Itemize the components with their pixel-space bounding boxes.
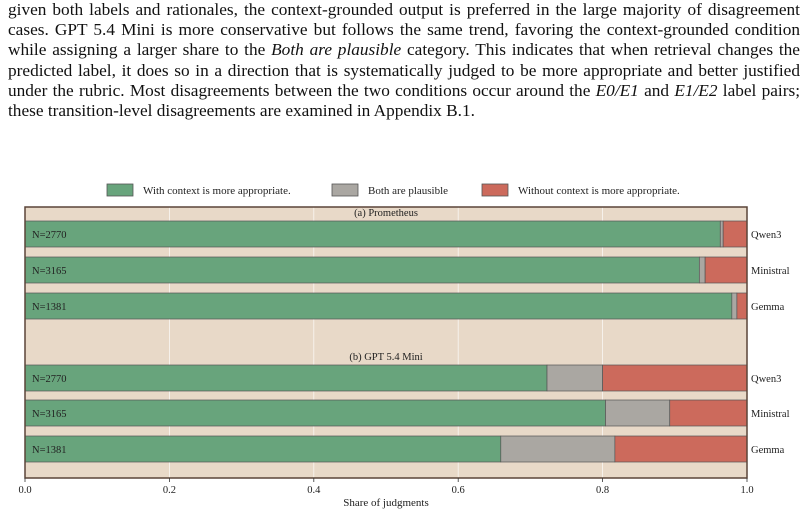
bar-segment-without-context (614, 435, 748, 463)
legend-without-context-label: Without context is more appropriate. (518, 185, 680, 197)
label-pair-2: E1/E2 (674, 80, 718, 100)
bar-segment-with-context (24, 399, 606, 427)
bar-segment-both-plausible (719, 220, 724, 248)
bar-model-label: Ministral (751, 409, 790, 420)
x-tick-label: 0.8 (596, 485, 609, 496)
paragraph-text-4: label pairs; these transition-level disa… (8, 80, 801, 121)
bar-n-label: N=1381 (32, 445, 67, 456)
body-paragraph: given both labels and rationales, the co… (8, 0, 800, 121)
x-tick-label: 1.0 (740, 485, 753, 496)
panel-title: (b) GPT 5.4 Mini (349, 352, 422, 363)
bar-segment-without-context (722, 220, 748, 248)
bar-segment-with-context (24, 435, 502, 463)
plot-panel-frame (24, 206, 748, 479)
x-tick-label: 0.6 (452, 485, 465, 496)
paragraph-text-2: category. This indicates that when retri… (8, 40, 800, 100)
legend-with-context-label: With context is more appropriate. (143, 185, 291, 197)
bar-segment-without-context (602, 364, 748, 392)
x-tick-label: 0.2 (163, 485, 176, 496)
panel-title: (a) Prometheus (354, 208, 418, 219)
bar-n-label: N=2770 (32, 374, 67, 385)
bar-segment-without-context (704, 256, 748, 284)
bar-segment-with-context (24, 220, 721, 248)
legend-both-plausible-swatch (331, 183, 359, 197)
stacked-bar-figure: With context is more appropriate. Both ar… (18, 183, 790, 509)
bar-n-label: N=3165 (32, 266, 67, 277)
x-tick-label: 0.4 (307, 485, 321, 496)
bar-segment-both-plausible (605, 399, 671, 427)
bar-segment-both-plausible (500, 435, 616, 463)
bar-segment-with-context (24, 256, 700, 284)
bar-model-label: Gemma (751, 445, 785, 456)
bar-model-label: Qwen3 (751, 374, 781, 385)
bar-segment-without-context (669, 399, 748, 427)
bar-model-label: Ministral (751, 266, 790, 277)
bar-segment-both-plausible (698, 256, 706, 284)
paragraph-emphasis: Both are plausible (271, 40, 402, 60)
paragraph-text-1: given both labels and rationales, the co… (8, 0, 800, 60)
bar-segment-without-context (736, 292, 748, 320)
paragraph-text-3: and (638, 80, 675, 100)
legend-without-context-swatch (481, 183, 509, 197)
label-pair-1: E0/E1 (595, 80, 639, 100)
bar-segment-with-context (24, 364, 548, 392)
bar-segment-both-plausible (731, 292, 738, 320)
bar-n-label: N=2770 (32, 230, 67, 241)
legend-both-plausible-label: Both are plausible (368, 185, 448, 197)
bar-segment-both-plausible (546, 364, 603, 392)
bar-n-label: N=3165 (32, 409, 67, 420)
legend-with-context-swatch (106, 183, 134, 197)
bar-segment-with-context (24, 292, 733, 320)
bar-n-label: N=1381 (32, 302, 67, 313)
x-tick-label: 0.0 (18, 485, 31, 496)
bar-model-label: Gemma (751, 302, 785, 313)
bar-model-label: Qwen3 (751, 230, 781, 241)
x-axis-label: Share of judgments (343, 497, 429, 509)
plot-panel-background (25, 207, 747, 478)
